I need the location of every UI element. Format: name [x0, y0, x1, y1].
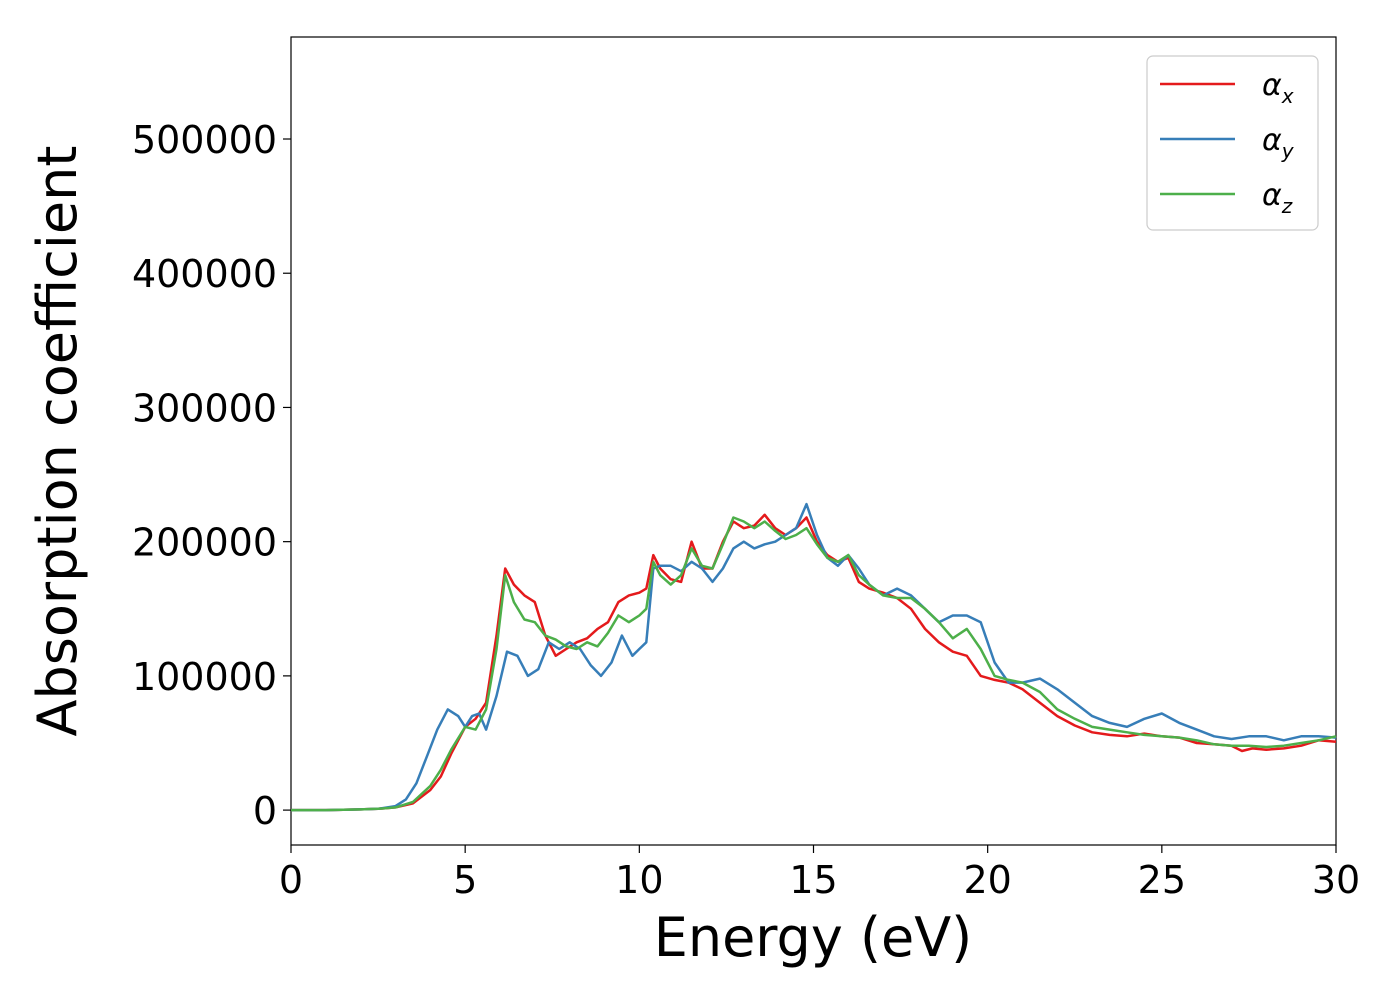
x-tick-label: 5 — [453, 858, 477, 902]
y-axis-ticks: 0 100000 200000 300000 400000 500000 — [132, 118, 291, 833]
series-line-x — [291, 513, 1337, 812]
legend-label-base: α — [1262, 68, 1282, 103]
legend-label-base: α — [1262, 123, 1282, 158]
y-tick-label: 200000 — [132, 521, 277, 565]
x-axis-ticks: 0 5 10 15 20 25 30 — [279, 845, 1360, 902]
legend-label-x: αx — [1262, 68, 1294, 108]
x-tick-label: 10 — [615, 858, 663, 902]
x-tick-label: 0 — [279, 858, 303, 902]
legend-label-y: αy — [1262, 123, 1295, 163]
x-tick-label: 15 — [789, 858, 837, 902]
legend-box — [1146, 55, 1319, 231]
x-tick-label: 20 — [963, 858, 1011, 902]
legend-label-subscript: z — [1281, 194, 1293, 218]
series-line-z — [291, 516, 1337, 812]
series-lines — [291, 502, 1337, 812]
legend-label-subscript: y — [1281, 139, 1295, 163]
y-tick-label: 300000 — [132, 386, 277, 430]
series-line-y — [291, 502, 1337, 812]
y-axis-label: Absorption coefficient — [26, 146, 89, 737]
x-tick-label: 30 — [1312, 858, 1360, 902]
x-axis-label: Energy (eV) — [654, 906, 973, 969]
y-tick-label: 0 — [253, 789, 277, 833]
y-tick-label: 500000 — [132, 118, 277, 162]
legend-label-base: α — [1262, 178, 1282, 213]
legend-label-z: αz — [1262, 178, 1293, 218]
x-tick-label: 25 — [1138, 858, 1186, 902]
legend-label-subscript: x — [1281, 84, 1294, 108]
y-tick-label: 400000 — [132, 252, 277, 296]
y-tick-label: 100000 — [132, 655, 277, 699]
